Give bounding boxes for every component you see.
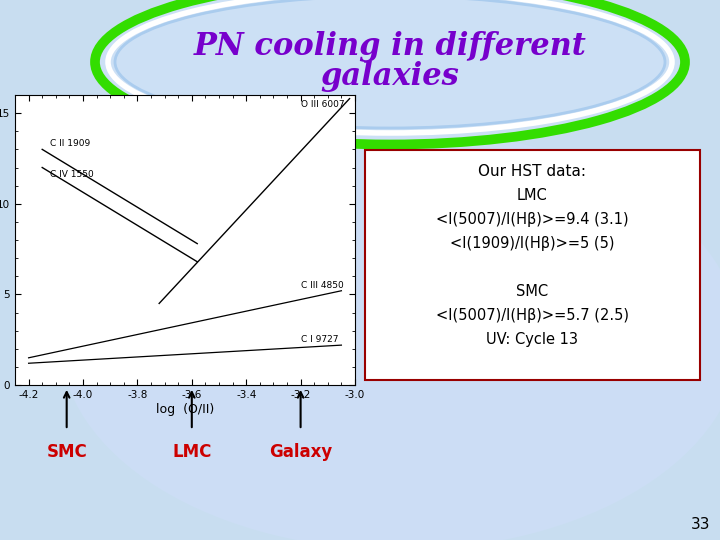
Text: C III 4850: C III 4850 — [301, 281, 343, 290]
Ellipse shape — [108, 0, 672, 133]
Ellipse shape — [60, 130, 720, 540]
Text: <I(5007)/I(Hβ)>=9.4 (3.1): <I(5007)/I(Hβ)>=9.4 (3.1) — [436, 212, 629, 227]
Text: SMC: SMC — [516, 284, 549, 299]
Text: C IV 1550: C IV 1550 — [50, 170, 94, 179]
Ellipse shape — [115, 0, 665, 128]
Text: LMC: LMC — [172, 443, 212, 461]
Text: <I(1909)/I(Hβ)>=5 (5): <I(1909)/I(Hβ)>=5 (5) — [450, 236, 615, 251]
Text: O III 6007: O III 6007 — [301, 99, 344, 109]
Text: Our HST data:: Our HST data: — [479, 164, 587, 179]
Text: Galaxy: Galaxy — [269, 443, 332, 461]
Text: 33: 33 — [690, 517, 710, 532]
Text: LMC: LMC — [517, 188, 548, 203]
Text: <I(5007)/I(Hβ)>=5.7 (2.5): <I(5007)/I(Hβ)>=5.7 (2.5) — [436, 308, 629, 323]
X-axis label: log  (O/II): log (O/II) — [156, 403, 214, 416]
Text: C II 1909: C II 1909 — [50, 139, 91, 148]
FancyBboxPatch shape — [365, 150, 700, 380]
Text: UV: Cycle 13: UV: Cycle 13 — [487, 332, 578, 347]
Text: C I 9727: C I 9727 — [301, 335, 338, 344]
Ellipse shape — [95, 0, 685, 145]
Text: PN cooling in different: PN cooling in different — [194, 31, 586, 63]
Text: galaxies: galaxies — [320, 62, 459, 92]
Text: SMC: SMC — [46, 443, 87, 461]
